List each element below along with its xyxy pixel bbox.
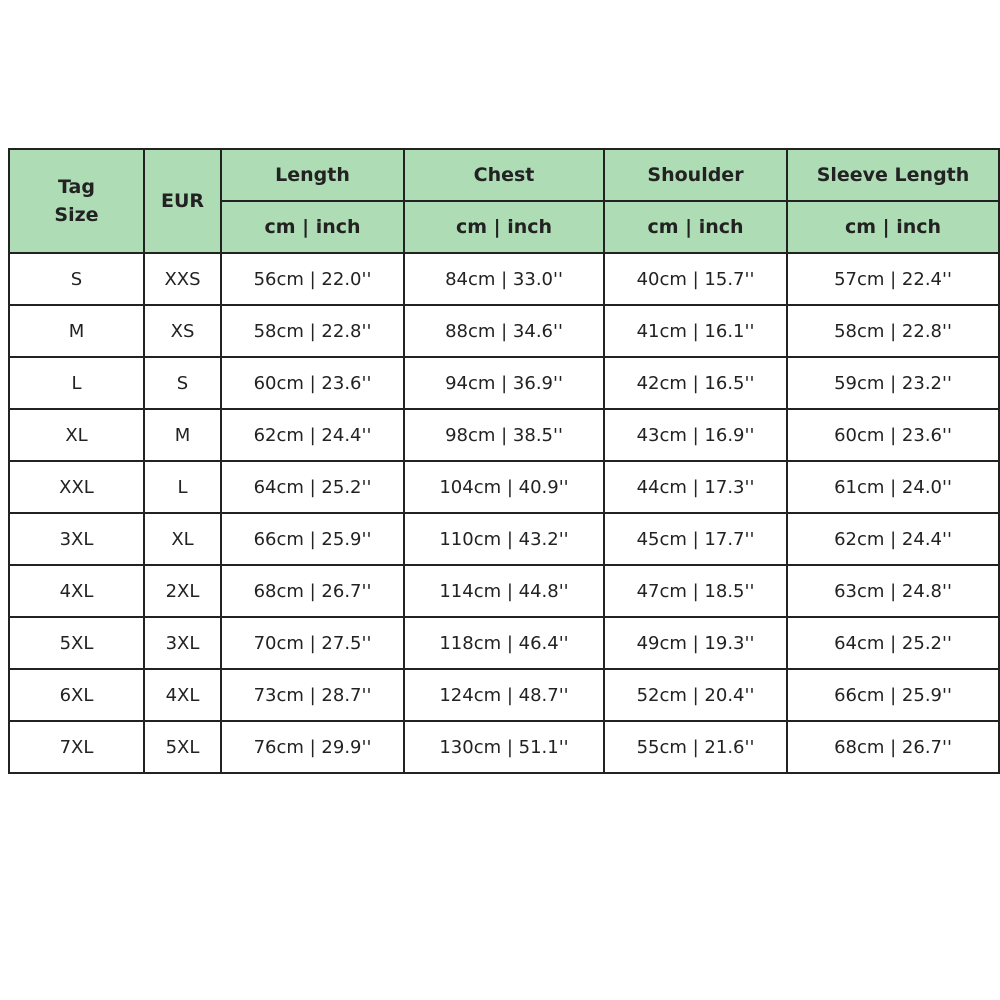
tag-size-cell: 6XL: [8, 668, 145, 722]
table-row: 4XL 2XL 68cm | 26.7'' 114cm | 44.8'' 47cm | …: [8, 564, 1000, 618]
header-eur: EUR: [143, 148, 222, 254]
tag-size-cell: 7XL: [8, 720, 145, 774]
size-chart-table: Tag Size EUR Length Chest Shoulder Sleev…: [8, 148, 1000, 774]
eur-cell: L: [143, 460, 222, 514]
length-cell: 64cm | 25.2'': [220, 460, 405, 514]
shoulder-cell: 55cm | 21.6'': [603, 720, 788, 774]
sleeve-length-cell: 61cm | 24.0'': [786, 460, 1000, 514]
eur-cell: M: [143, 408, 222, 462]
eur-cell: 4XL: [143, 668, 222, 722]
length-cell: 56cm | 22.0'': [220, 252, 405, 306]
chest-cell: 130cm | 51.1'': [403, 720, 605, 774]
table-row: S XXS 56cm | 22.0'' 84cm | 33.0'' 40cm | 15.…: [8, 252, 1000, 306]
tag-size-cell: 5XL: [8, 616, 145, 670]
unit-label: cm | inch: [603, 200, 788, 254]
length-cell: 70cm | 27.5'': [220, 616, 405, 670]
eur-cell: XXS: [143, 252, 222, 306]
chest-cell: 110cm | 43.2'': [403, 512, 605, 566]
header-sleeve-length: Sleeve Length: [786, 148, 1000, 202]
eur-cell: XS: [143, 304, 222, 358]
sleeve-length-cell: 68cm | 26.7'': [786, 720, 1000, 774]
sleeve-length-cell: 62cm | 24.4'': [786, 512, 1000, 566]
chest-cell: 88cm | 34.6'': [403, 304, 605, 358]
shoulder-cell: 40cm | 15.7'': [603, 252, 788, 306]
length-cell: 68cm | 26.7'': [220, 564, 405, 618]
table-row: M XS 58cm | 22.8'' 88cm | 34.6'' 41cm | 16.1…: [8, 304, 1000, 358]
length-cell: 60cm | 23.6'': [220, 356, 405, 410]
tag-size-cell: L: [8, 356, 145, 410]
header-shoulder: Shoulder: [603, 148, 788, 202]
unit-label: cm | inch: [220, 200, 405, 254]
chest-cell: 94cm | 36.9'': [403, 356, 605, 410]
length-cell: 62cm | 24.4'': [220, 408, 405, 462]
length-cell: 76cm | 29.9'': [220, 720, 405, 774]
chest-cell: 114cm | 44.8'': [403, 564, 605, 618]
header-chest: Chest: [403, 148, 605, 202]
tag-size-cell: XXL: [8, 460, 145, 514]
chest-cell: 118cm | 46.4'': [403, 616, 605, 670]
shoulder-cell: 49cm | 19.3'': [603, 616, 788, 670]
tag-size-cell: S: [8, 252, 145, 306]
table-row: XL M 62cm | 24.4'' 98cm | 38.5'' 43cm | 16.9…: [8, 408, 1000, 462]
length-cell: 73cm | 28.7'': [220, 668, 405, 722]
table-row: 5XL 3XL 70cm | 27.5'' 118cm | 46.4'' 49cm | …: [8, 616, 1000, 670]
sleeve-length-cell: 59cm | 23.2'': [786, 356, 1000, 410]
chest-cell: 104cm | 40.9'': [403, 460, 605, 514]
unit-label: cm | inch: [786, 200, 1000, 254]
unit-row: cm | inch cm | inch cm | inch cm | inch: [9, 200, 1000, 254]
eur-cell: 2XL: [143, 564, 222, 618]
shoulder-cell: 43cm | 16.9'': [603, 408, 788, 462]
chest-cell: 84cm | 33.0'': [403, 252, 605, 306]
header-row: Tag Size EUR Length Chest Shoulder Sleev…: [8, 148, 1000, 254]
sleeve-length-cell: 66cm | 25.9'': [786, 668, 1000, 722]
header-length: Length: [220, 148, 405, 202]
eur-cell: 3XL: [143, 616, 222, 670]
tag-size-cell: 3XL: [8, 512, 145, 566]
table-row: 6XL 4XL 73cm | 28.7'' 124cm | 48.7'' 52cm | …: [8, 668, 1000, 722]
shoulder-cell: 52cm | 20.4'': [603, 668, 788, 722]
shoulder-cell: 42cm | 16.5'': [603, 356, 788, 410]
chest-cell: 124cm | 48.7'': [403, 668, 605, 722]
table-row: 7XL 5XL 76cm | 29.9'' 130cm | 51.1'' 55cm | …: [8, 720, 1000, 774]
length-cell: 66cm | 25.9'': [220, 512, 405, 566]
sleeve-length-cell: 60cm | 23.6'': [786, 408, 1000, 462]
shoulder-cell: 45cm | 17.7'': [603, 512, 788, 566]
shoulder-cell: 41cm | 16.1'': [603, 304, 788, 358]
header-tag-size: Tag Size: [8, 148, 145, 254]
tag-size-cell: M: [8, 304, 145, 358]
shoulder-cell: 44cm | 17.3'': [603, 460, 788, 514]
eur-cell: S: [143, 356, 222, 410]
sleeve-length-cell: 58cm | 22.8'': [786, 304, 1000, 358]
shoulder-cell: 47cm | 18.5'': [603, 564, 788, 618]
table-row: L S 60cm | 23.6'' 94cm | 36.9'' 42cm | 16.5'…: [8, 356, 1000, 410]
length-cell: 58cm | 22.8'': [220, 304, 405, 358]
eur-cell: XL: [143, 512, 222, 566]
unit-label: cm | inch: [403, 200, 605, 254]
table-row: XXL L 64cm | 25.2'' 104cm | 40.9'' 44cm | 17…: [8, 460, 1000, 514]
sleeve-length-cell: 63cm | 24.8'': [786, 564, 1000, 618]
tag-size-cell: 4XL: [8, 564, 145, 618]
sleeve-length-cell: 64cm | 25.2'': [786, 616, 1000, 670]
tag-size-cell: XL: [8, 408, 145, 462]
chest-cell: 98cm | 38.5'': [403, 408, 605, 462]
table-row: 3XL XL 66cm | 25.9'' 110cm | 43.2'' 45cm | 1…: [8, 512, 1000, 566]
sleeve-length-cell: 57cm | 22.4'': [786, 252, 1000, 306]
eur-cell: 5XL: [143, 720, 222, 774]
